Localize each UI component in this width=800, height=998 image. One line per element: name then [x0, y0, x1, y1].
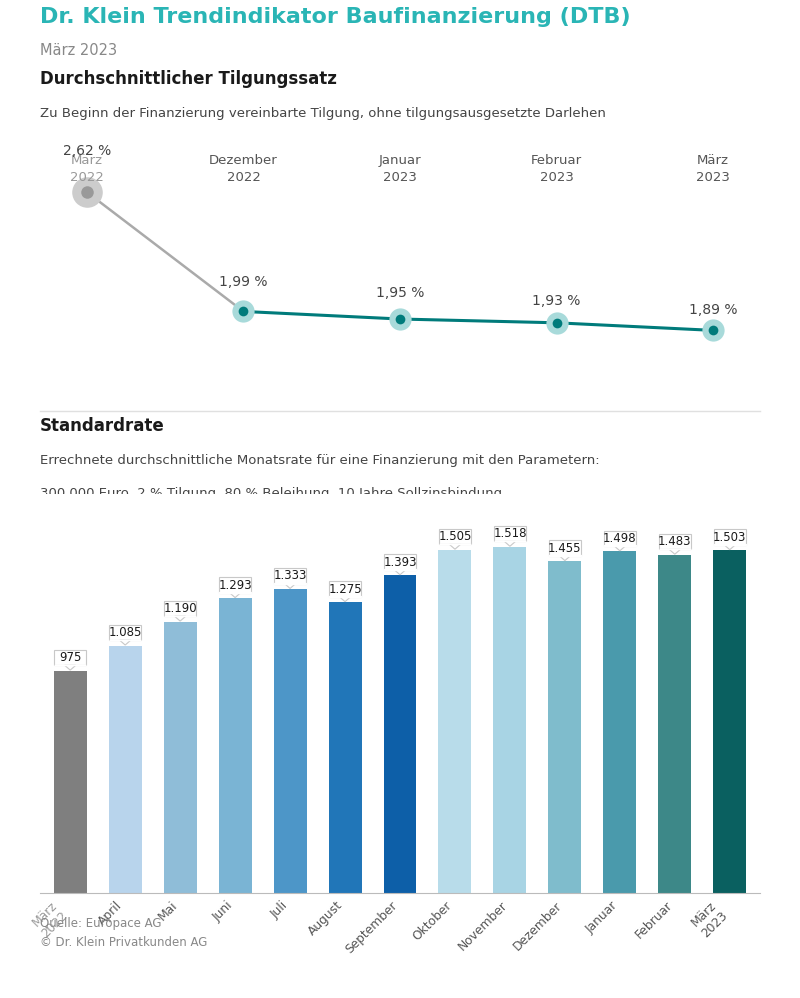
Bar [383, 576, 417, 893]
Bar [714, 550, 746, 893]
Text: Dr. Klein Trendindikator Baufinanzierung (DTB): Dr. Klein Trendindikator Baufinanzierung… [40, 7, 630, 27]
Polygon shape [614, 546, 626, 551]
FancyBboxPatch shape [384, 555, 416, 570]
Text: 1,89 %: 1,89 % [689, 303, 738, 317]
Bar [274, 589, 306, 893]
FancyBboxPatch shape [329, 582, 361, 597]
Polygon shape [120, 641, 130, 645]
Polygon shape [339, 597, 350, 602]
Text: Januar
2023: Januar 2023 [378, 155, 422, 185]
Text: 1.483: 1.483 [658, 535, 691, 548]
Text: 1.393: 1.393 [383, 556, 417, 569]
Bar [164, 622, 197, 893]
Text: Dezember
2022: Dezember 2022 [209, 155, 278, 185]
Text: 1.455: 1.455 [548, 542, 582, 555]
Polygon shape [230, 593, 241, 598]
Polygon shape [450, 545, 461, 549]
Text: 1.275: 1.275 [328, 583, 362, 596]
Text: 1.505: 1.505 [438, 530, 472, 543]
Text: März
2022: März 2022 [70, 155, 104, 185]
Polygon shape [559, 556, 570, 561]
Polygon shape [174, 617, 186, 621]
Text: 1.503: 1.503 [713, 531, 746, 544]
FancyBboxPatch shape [219, 577, 251, 593]
Polygon shape [65, 666, 76, 670]
Text: 975: 975 [59, 651, 82, 664]
Bar [494, 547, 526, 893]
Text: März 2023: März 2023 [40, 43, 117, 58]
Bar [603, 552, 636, 893]
Text: 1.498: 1.498 [603, 532, 637, 545]
Bar [658, 555, 691, 893]
Polygon shape [670, 550, 680, 554]
FancyBboxPatch shape [714, 529, 746, 545]
Text: Errechnete durchschnittliche Monatsrate für eine Finanzierung mit den Parametern: Errechnete durchschnittliche Monatsrate … [40, 454, 600, 467]
Text: März
2023: März 2023 [696, 155, 730, 185]
Text: 300.000 Euro, 2 % Tilgung, 80 % Beleihung, 10 Jahre Sollzinsbindung: 300.000 Euro, 2 % Tilgung, 80 % Beleihun… [40, 487, 502, 500]
Bar [548, 561, 582, 893]
Text: 1.333: 1.333 [274, 570, 306, 583]
Text: 2,62 %: 2,62 % [63, 144, 111, 158]
Bar [218, 598, 252, 893]
Text: 1,95 %: 1,95 % [376, 286, 424, 300]
Text: Standardrate: Standardrate [40, 417, 165, 435]
Polygon shape [724, 545, 735, 550]
Bar [109, 646, 142, 893]
Bar [329, 603, 362, 893]
Text: Quelle: Europace AG
© Dr. Klein Privatkunden AG: Quelle: Europace AG © Dr. Klein Privatku… [40, 917, 207, 949]
Text: 1,99 %: 1,99 % [219, 274, 268, 288]
Text: Durchschnittlicher Tilgungssatz: Durchschnittlicher Tilgungssatz [40, 70, 337, 88]
Polygon shape [285, 584, 295, 589]
Polygon shape [394, 570, 406, 575]
FancyBboxPatch shape [54, 650, 86, 666]
Polygon shape [505, 542, 515, 546]
FancyBboxPatch shape [659, 534, 690, 550]
Text: 1.518: 1.518 [493, 527, 526, 540]
Text: 1,93 %: 1,93 % [532, 293, 581, 307]
FancyBboxPatch shape [549, 540, 581, 556]
Text: 1.085: 1.085 [109, 626, 142, 639]
Bar [438, 550, 471, 893]
Text: Zu Beginn der Finanzierung vereinbarte Tilgung, ohne tilgungsausgesetzte Darlehe: Zu Beginn der Finanzierung vereinbarte T… [40, 108, 606, 121]
FancyBboxPatch shape [439, 529, 471, 545]
FancyBboxPatch shape [494, 526, 526, 542]
Text: 1.293: 1.293 [218, 579, 252, 592]
FancyBboxPatch shape [604, 531, 636, 546]
Text: 1.190: 1.190 [163, 602, 197, 615]
Text: Februar
2023: Februar 2023 [531, 155, 582, 185]
FancyBboxPatch shape [164, 601, 196, 617]
FancyBboxPatch shape [274, 568, 306, 584]
Bar [54, 671, 86, 893]
FancyBboxPatch shape [110, 625, 141, 641]
